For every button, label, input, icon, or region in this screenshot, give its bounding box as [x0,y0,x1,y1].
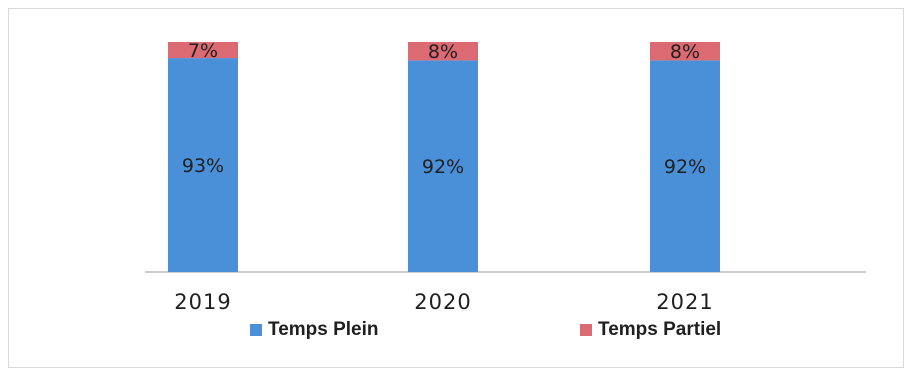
stacked-bar-chart: 93% 7% 2019 92% 8% 2020 92% 8% 2021 [145,40,866,314]
legend-item-temps-partiel: Temps Partiel [580,318,721,342]
legend-item-temps-plein: Temps Plein [250,318,379,342]
bar-temps-partiel-2019 [168,42,238,59]
legend-swatch-temps-plein [250,324,262,336]
bar-temps-plein-2019 [168,58,238,272]
data-label-temps-plein-2019: 93% [182,155,224,177]
bars-group [168,42,720,273]
legend-swatch-temps-partiel [580,324,592,336]
labels-group: 93% 7% 2019 92% 8% 2020 92% 8% 2021 [174,40,713,314]
category-label-2019: 2019 [174,290,231,314]
bar-temps-plein-2021 [650,60,720,273]
category-label-2020: 2020 [414,290,471,314]
legend-label-temps-plein: Temps Plein [268,319,379,340]
data-label-temps-partiel-2021: 8% [670,41,700,63]
bar-temps-partiel-2020 [408,42,478,61]
category-label-2021: 2021 [656,290,713,314]
legend-label-temps-partiel: Temps Partiel [598,319,722,340]
data-label-temps-partiel-2019: 7% [188,40,218,62]
data-label-temps-plein-2020: 92% [422,156,464,178]
bar-temps-partiel-2021 [650,42,720,61]
data-label-temps-plein-2021: 92% [664,156,706,178]
bar-temps-plein-2020 [408,60,478,273]
data-label-temps-partiel-2020: 8% [428,41,458,63]
